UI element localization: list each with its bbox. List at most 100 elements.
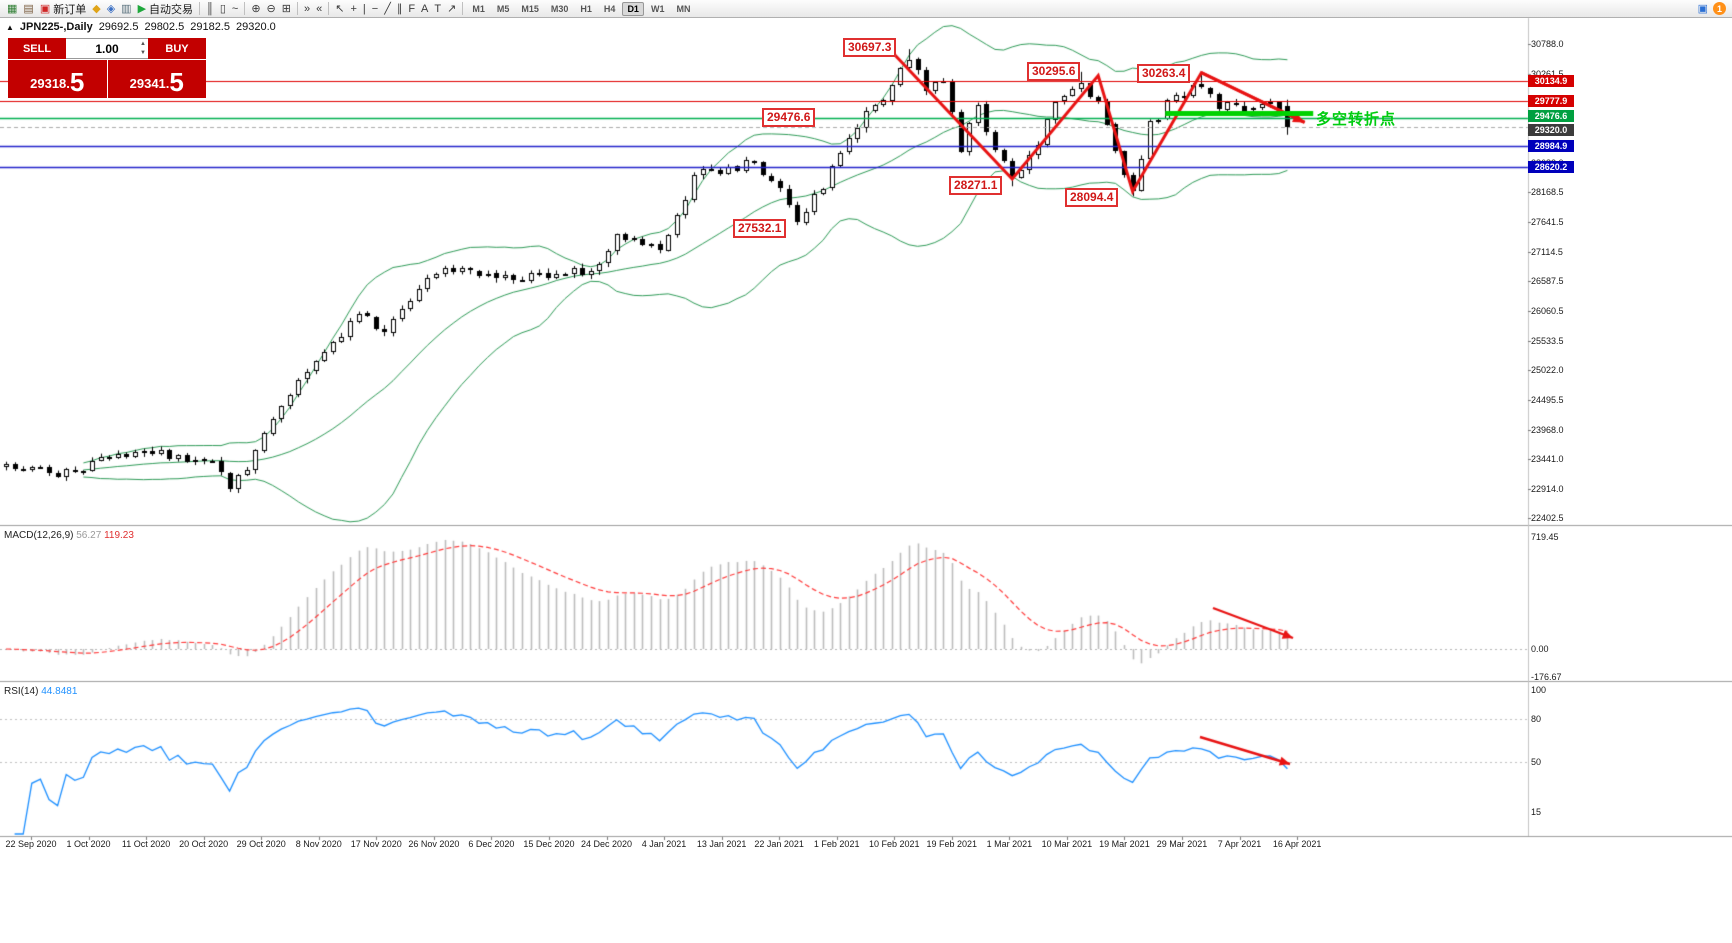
bar-chart-mode-icon: ║ bbox=[206, 2, 214, 15]
timeframe-M15[interactable]: M15 bbox=[521, 3, 539, 14]
text-label-icon: T bbox=[434, 2, 442, 15]
navigator-icon: ▥ bbox=[121, 2, 132, 15]
chart-profiles-icon[interactable]: ▤ bbox=[20, 1, 36, 17]
toolbar-separator bbox=[328, 2, 330, 15]
sell-price-display[interactable]: 29318. 5 bbox=[8, 60, 107, 98]
buy-price-large: 5 bbox=[169, 67, 184, 97]
tile-windows-icon: ⊞ bbox=[281, 2, 291, 15]
data-window-icon[interactable]: ◈ bbox=[104, 1, 118, 17]
toolbar-separator bbox=[462, 2, 464, 15]
fibonacci-icon[interactable]: F bbox=[405, 1, 418, 17]
auto-trading-button[interactable]: ▶ 自动交易 bbox=[135, 1, 196, 17]
community-icon[interactable]: ▣ bbox=[1697, 2, 1708, 15]
vertical-line-icon: | bbox=[362, 2, 366, 15]
text-icon[interactable]: A bbox=[418, 1, 431, 17]
toolbar-separator bbox=[296, 2, 298, 15]
rsi-indicator-label: RSI(14) 44.8481 bbox=[4, 686, 77, 697]
volume-spinner[interactable]: ▲ ▼ bbox=[140, 40, 146, 58]
one-click-trading-panel: SELL 1.00 ▲ ▼ BUY 29318. 5 29341. 5 bbox=[8, 38, 206, 98]
cursor-icon[interactable]: ↖ bbox=[332, 1, 347, 17]
market-watch-icon: ◆ bbox=[92, 2, 101, 15]
new-chart-icon[interactable]: ▦ bbox=[4, 1, 20, 17]
crosshair-icon[interactable]: + bbox=[347, 1, 359, 17]
chart-shift-icon: « bbox=[316, 2, 323, 15]
arrows-icon[interactable]: ↗ bbox=[444, 1, 459, 17]
toolbar-separator bbox=[244, 2, 246, 15]
timeframe-H4[interactable]: H4 bbox=[603, 3, 616, 14]
macd-indicator-label: MACD(12,26,9) 56.27 119.23 bbox=[4, 530, 134, 541]
macd-value: 56.27 bbox=[76, 530, 102, 541]
ohlc-high: 29802.5 bbox=[144, 21, 185, 33]
chart-profiles-icon: ▤ bbox=[23, 2, 34, 15]
new-order-button-label: 新订单 bbox=[53, 3, 87, 16]
sell-price-small: 29318. bbox=[30, 76, 70, 91]
toolbar-separator bbox=[199, 2, 201, 15]
bar-chart-mode-icon[interactable]: ║ bbox=[203, 1, 217, 17]
chart-shift-icon[interactable]: « bbox=[313, 1, 325, 17]
channel-icon[interactable]: ∥ bbox=[394, 1, 406, 17]
ohlc-low: 29182.5 bbox=[190, 21, 230, 33]
timeframe-D1[interactable]: D1 bbox=[622, 1, 644, 16]
timeframe-M1[interactable]: M1 bbox=[472, 3, 485, 14]
toolbar-right-group: ▣ 1 bbox=[1698, 1, 1728, 17]
auto-scroll-icon[interactable]: » bbox=[301, 1, 313, 17]
volume-value: 1.00 bbox=[95, 41, 119, 56]
fibonacci-icon: F bbox=[408, 2, 416, 15]
pivot-annotation-label: 多空转折点 bbox=[1316, 111, 1397, 128]
macd-name: MACD(12,26,9) bbox=[4, 530, 74, 541]
buy-button[interactable]: BUY bbox=[148, 38, 206, 59]
main-toolbar: ▦ ▤ ▣ 新订单 ◆ ◈ ▥ ▶ 自动交易 ║ ▯ ~ ⊕ ⊖ ⊞» «↖ + | − ╱ ∥ F A T ↗ M1 M5 M15 M… bbox=[0, 0, 1732, 18]
line-chart-mode-icon: ~ bbox=[231, 2, 239, 15]
rsi-value: 44.8481 bbox=[41, 686, 78, 697]
buy-price-small: 29341. bbox=[129, 76, 170, 91]
candlestick-mode-icon: ▯ bbox=[219, 2, 226, 15]
crosshair-icon: + bbox=[350, 2, 357, 15]
timeframe-W1[interactable]: W1 bbox=[650, 3, 665, 14]
zoom-out-icon[interactable]: ⊖ bbox=[264, 1, 279, 17]
horizontal-line-icon[interactable]: − bbox=[369, 1, 381, 17]
tile-windows-icon[interactable]: ⊞ bbox=[279, 1, 294, 17]
macd-signal-value: 119.23 bbox=[104, 530, 134, 541]
market-watch-icon[interactable]: ◆ bbox=[89, 1, 103, 17]
zoom-in-icon: ⊕ bbox=[251, 2, 261, 15]
ohlc-open: 29692.5 bbox=[98, 21, 139, 33]
spin-down-icon[interactable]: ▼ bbox=[140, 50, 146, 56]
notifications-badge[interactable]: 1 bbox=[1713, 2, 1726, 15]
timeframe-MN[interactable]: MN bbox=[676, 3, 691, 14]
arrows-icon: ↗ bbox=[447, 2, 457, 15]
new-order-icon: ▣ bbox=[39, 2, 51, 15]
timeframe-M5[interactable]: M5 bbox=[496, 3, 510, 14]
text-icon: A bbox=[421, 2, 429, 15]
rsi-name: RSI(14) bbox=[4, 686, 39, 697]
new-chart-icon: ▦ bbox=[7, 2, 18, 15]
one-click-panel-toggle-icon[interactable]: ▲ bbox=[6, 22, 14, 32]
cursor-icon: ↖ bbox=[335, 2, 345, 15]
ohlc-close: 29320.0 bbox=[235, 21, 276, 33]
navigator-icon[interactable]: ▥ bbox=[118, 1, 134, 17]
timeframe-M30[interactable]: M30 bbox=[550, 3, 569, 14]
vertical-line-icon[interactable]: | bbox=[360, 1, 369, 17]
sell-price-large: 5 bbox=[69, 67, 85, 97]
auto-trading-button-label: 自动交易 bbox=[149, 3, 194, 16]
spin-up-icon[interactable]: ▲ bbox=[140, 41, 146, 47]
auto-scroll-icon: » bbox=[303, 2, 311, 15]
new-order-button[interactable]: ▣ 新订单 bbox=[37, 1, 89, 17]
timeframe-H1[interactable]: H1 bbox=[580, 3, 592, 14]
auto-trading-icon: ▶ bbox=[137, 2, 147, 15]
trendline-icon[interactable]: ╱ bbox=[381, 1, 394, 17]
text-label-icon[interactable]: T bbox=[431, 1, 444, 17]
symbol-name: JPN225-,Daily bbox=[19, 21, 93, 33]
sell-button[interactable]: SELL bbox=[8, 38, 66, 59]
trendline-icon: ╱ bbox=[384, 2, 391, 15]
symbol-ohlc-header: ▲ JPN225-,Daily 29692.5 29802.5 29182.5 … bbox=[6, 21, 276, 33]
zoom-out-icon: ⊖ bbox=[266, 2, 276, 15]
candlestick-mode-icon[interactable]: ▯ bbox=[217, 1, 229, 17]
line-chart-mode-icon[interactable]: ~ bbox=[229, 1, 241, 17]
zoom-in-icon[interactable]: ⊕ bbox=[248, 1, 263, 17]
volume-input[interactable]: 1.00 ▲ ▼ bbox=[66, 38, 148, 59]
channel-icon: ∥ bbox=[396, 2, 403, 15]
buy-price-display[interactable]: 29341. 5 bbox=[107, 60, 206, 98]
data-window-icon: ◈ bbox=[106, 2, 116, 15]
